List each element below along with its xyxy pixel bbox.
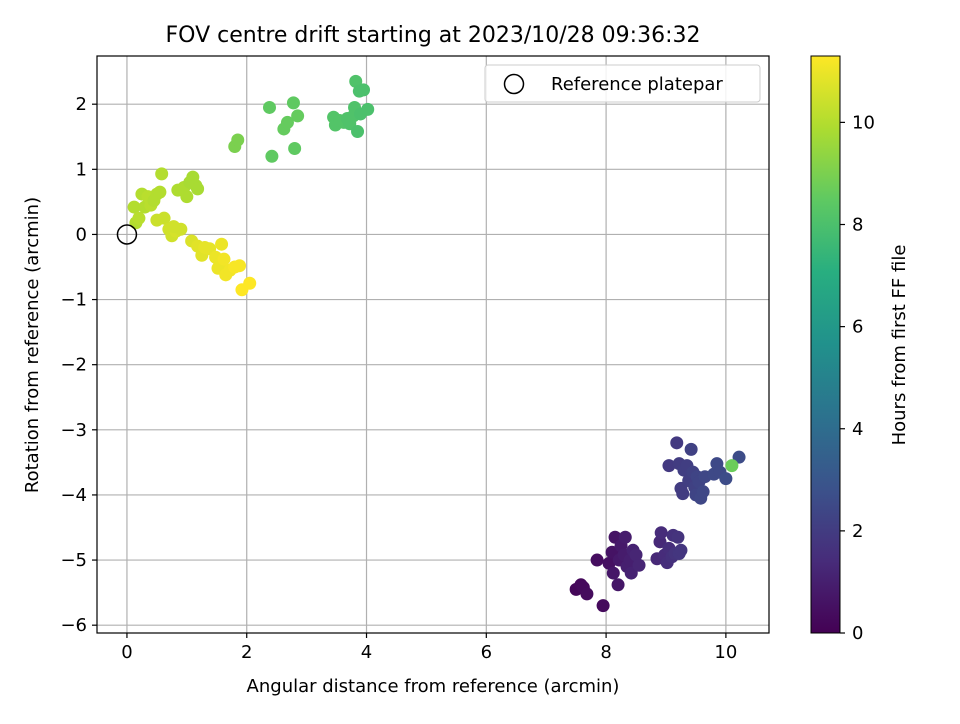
x-tick-label: 4 xyxy=(361,642,372,663)
data-point xyxy=(602,556,616,570)
data-point xyxy=(155,167,169,181)
y-tick-label: −1 xyxy=(60,290,87,311)
y-tick-label: −4 xyxy=(60,485,87,506)
colorbar-tick-label: 6 xyxy=(852,317,863,338)
y-tick-label: −6 xyxy=(60,615,87,636)
data-point xyxy=(361,102,375,116)
data-point xyxy=(351,125,365,139)
data-point xyxy=(696,485,710,499)
colorbar-tick-label: 4 xyxy=(852,419,863,440)
y-tick-label: 1 xyxy=(76,159,87,180)
data-point xyxy=(265,149,279,163)
colorbar-tick-label: 2 xyxy=(852,521,863,542)
colorbar-tick-label: 10 xyxy=(852,112,875,133)
data-point xyxy=(153,185,167,199)
data-point xyxy=(215,237,229,251)
colorbar-tick-label: 8 xyxy=(852,215,863,236)
reference-platepar-marker xyxy=(116,224,138,245)
y-tick-label: 0 xyxy=(76,224,87,245)
colorbar-ticks: 0 2 4 6 8 10 xyxy=(840,112,875,644)
x-axis-ticks: 0 2 4 6 8 10 xyxy=(121,633,737,663)
data-point xyxy=(349,74,363,88)
x-tick-label: 2 xyxy=(241,642,252,663)
y-axis-label: Rotation from reference (arcmin) xyxy=(22,197,43,493)
colorbar-label: Hours from first FF file xyxy=(889,245,910,446)
data-point xyxy=(684,442,698,456)
x-axis-label: Angular distance from reference (arcmin) xyxy=(247,676,620,697)
plot-area-frame xyxy=(96,55,770,634)
data-point xyxy=(670,436,684,450)
data-point xyxy=(719,472,733,486)
legend-entry-reference: Reference platepar xyxy=(551,74,723,95)
x-tick-label: 8 xyxy=(600,642,611,663)
data-point xyxy=(632,558,646,572)
x-tick-label: 6 xyxy=(481,642,492,663)
data-point xyxy=(217,252,231,266)
data-point xyxy=(288,141,302,155)
y-axis-ticks: −6 −5 −4 −3 −2 −1 0 1 2 xyxy=(60,94,97,636)
data-point xyxy=(676,487,690,501)
y-tick-label: −3 xyxy=(60,420,87,441)
data-point xyxy=(291,109,305,123)
data-point xyxy=(357,83,371,97)
data-point xyxy=(231,133,245,147)
data-point xyxy=(590,553,604,567)
legend-box xyxy=(484,64,761,103)
x-tick-label: 0 xyxy=(121,642,132,663)
data-points xyxy=(116,74,746,613)
data-point xyxy=(725,459,739,473)
grid-lines xyxy=(97,56,769,633)
data-point xyxy=(618,530,632,544)
data-point xyxy=(286,96,300,110)
y-tick-label: −2 xyxy=(60,355,87,376)
data-point xyxy=(233,259,247,273)
data-point xyxy=(596,599,610,613)
legend: Reference platepar xyxy=(484,64,761,103)
legend-marker-reference xyxy=(503,73,525,95)
data-point xyxy=(280,115,294,129)
data-point xyxy=(127,200,141,214)
chart-title: FOV centre drift starting at 2023/10/28 … xyxy=(166,23,701,48)
y-tick-label: 2 xyxy=(76,94,87,115)
data-point xyxy=(674,543,688,557)
data-point xyxy=(167,220,181,234)
data-point xyxy=(262,100,276,114)
data-point xyxy=(629,548,643,562)
data-point xyxy=(606,566,620,580)
data-point xyxy=(732,450,746,464)
x-tick-label: 10 xyxy=(714,642,737,663)
data-point xyxy=(157,211,171,225)
data-point xyxy=(191,182,205,196)
data-point xyxy=(580,587,594,601)
data-point xyxy=(611,578,625,592)
data-point xyxy=(662,459,676,473)
data-point xyxy=(243,276,257,290)
data-point xyxy=(132,211,146,225)
data-point xyxy=(654,526,668,540)
colorbar xyxy=(810,55,841,634)
y-tick-label: −5 xyxy=(60,550,87,571)
colorbar-tick-label: 0 xyxy=(852,623,863,644)
data-point xyxy=(671,530,685,544)
data-point xyxy=(180,190,194,204)
